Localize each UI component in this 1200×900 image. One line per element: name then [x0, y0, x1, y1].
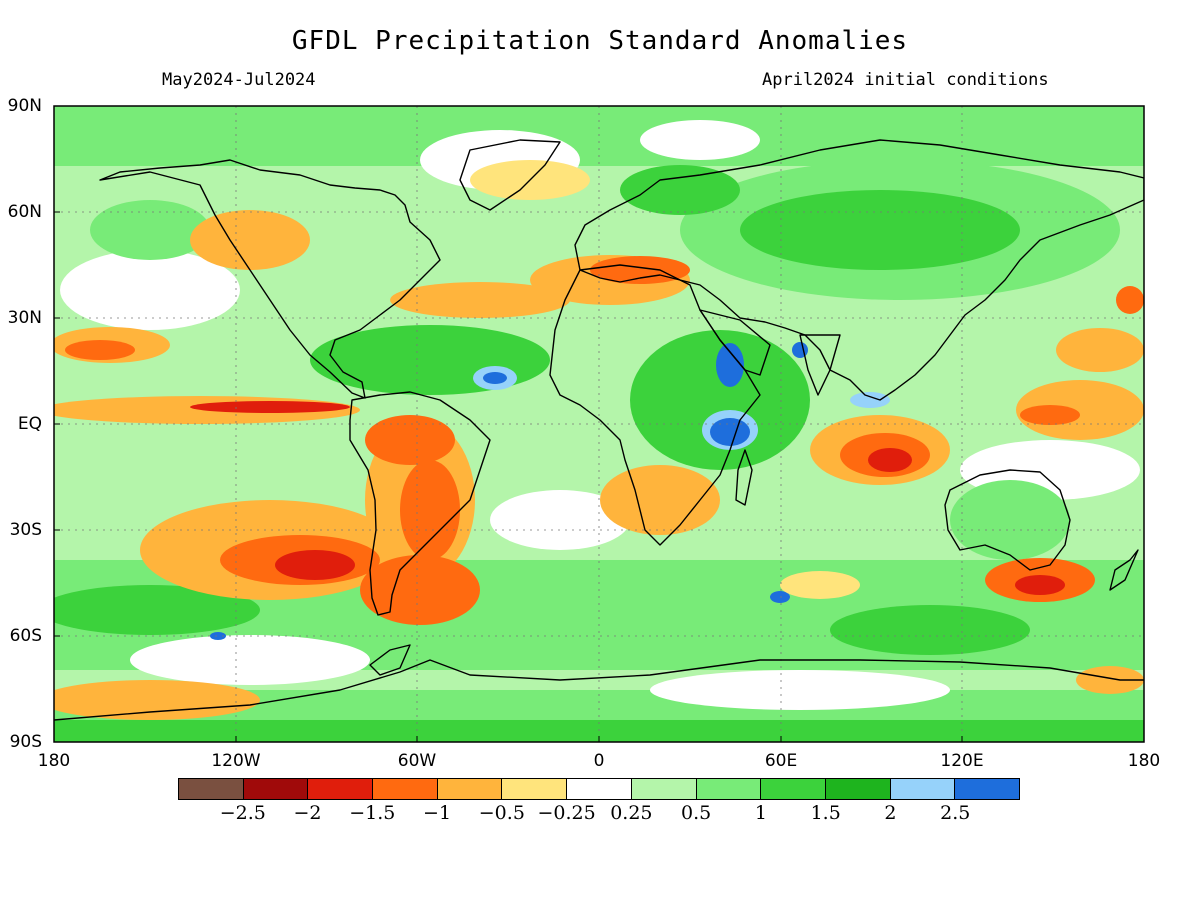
- dry-region: [600, 465, 720, 535]
- dry-region: [54, 680, 260, 720]
- legend-swatch: [631, 779, 697, 799]
- blue-spot: [710, 418, 750, 446]
- legend-swatch: [373, 779, 438, 799]
- dry-region: [365, 415, 455, 465]
- dry-region: [1020, 405, 1080, 425]
- coast-india: [799, 334, 841, 396]
- lat-label-90n: 90N: [7, 96, 42, 116]
- legend-tick-label: 2: [884, 802, 897, 824]
- white-patch: [650, 670, 950, 710]
- blue-spot: [716, 343, 744, 387]
- dry-region: [1015, 575, 1065, 595]
- blue-spot: [210, 632, 226, 640]
- anomaly-field: [54, 106, 1144, 742]
- white-patch: [490, 490, 630, 550]
- dry-region: [190, 210, 310, 270]
- dry-region: [1076, 666, 1144, 694]
- antarctic-edge: [54, 720, 1144, 742]
- coast-madagascar: [735, 449, 753, 506]
- green-region: [54, 585, 260, 635]
- green-region: [740, 190, 1020, 270]
- lon-label-180e: 180: [1127, 751, 1161, 771]
- dry-region: [868, 448, 912, 472]
- green-region: [630, 330, 810, 470]
- forecast-period: May2024-Jul2024: [162, 70, 316, 90]
- white-patch: [640, 120, 760, 160]
- legend-swatch: [567, 779, 632, 799]
- green-region: [90, 200, 210, 260]
- dry-region: [1016, 380, 1144, 440]
- dry-region: [400, 460, 460, 560]
- green-region: [830, 605, 1030, 655]
- white-patch: [60, 250, 240, 330]
- legend-swatch: [890, 779, 956, 799]
- lat-label-eq: EQ: [17, 414, 42, 434]
- lat-label-30n: 30N: [7, 308, 42, 328]
- map-title: GFDL Precipitation Standard Anomalies: [291, 26, 909, 56]
- green-region: [950, 480, 1070, 560]
- coast-south-america: [349, 391, 491, 616]
- legend-swatch: [243, 779, 309, 799]
- coast-eurasia: [574, 139, 1144, 401]
- coast-greenland: [459, 139, 561, 211]
- legend-swatch: [502, 779, 568, 799]
- legend-tick-label: 0.5: [681, 802, 712, 824]
- dry-region: [590, 256, 690, 284]
- legend-tick-label: −0.5: [478, 802, 525, 824]
- dry-region: [1116, 286, 1144, 314]
- legend-tick-label: 1: [754, 802, 767, 824]
- lat-label-60n: 60N: [7, 202, 42, 222]
- green-region: [620, 165, 740, 215]
- coast-antarctic-peninsula: [369, 644, 411, 676]
- legend-swatch: [955, 779, 1019, 799]
- grid-lines: [54, 106, 1144, 742]
- blue-spot: [792, 342, 808, 358]
- dry-region: [390, 282, 570, 318]
- dry-region: [275, 550, 355, 580]
- dry-region: [780, 571, 860, 599]
- blue-spot: [770, 591, 790, 603]
- lon-label-60e: 60E: [764, 751, 798, 771]
- blue-spot: [483, 372, 507, 384]
- lon-label-180w: 180: [37, 751, 71, 771]
- legend-swatch: [696, 779, 762, 799]
- blue-spot: [850, 392, 890, 408]
- coast-arabia: [699, 309, 771, 376]
- legend-swatch: [825, 779, 891, 799]
- coastlines: [54, 139, 1144, 721]
- color-legend: [178, 778, 1020, 800]
- legend-tick-label: −1: [423, 802, 452, 824]
- coast-north-america: [99, 159, 441, 399]
- lon-label-60w: 60W: [397, 751, 437, 771]
- legend-tick-label: −1.5: [349, 802, 396, 824]
- coast-australia: [944, 469, 1071, 571]
- lon-label-0: 0: [593, 751, 605, 771]
- coast-new-zealand: [1109, 549, 1139, 591]
- dry-region: [190, 401, 350, 413]
- lat-label-60s: 60S: [9, 626, 42, 646]
- legend-tick-label: −0.25: [537, 802, 596, 824]
- lon-label-120e: 120E: [940, 751, 984, 771]
- legend-tick-label: −2.5: [219, 802, 266, 824]
- legend-tick-label: 2.5: [940, 802, 971, 824]
- initial-conditions: April2024 initial conditions: [762, 70, 1049, 90]
- legend-swatch: [437, 779, 503, 799]
- tick-marks: [54, 211, 963, 742]
- coast-antarctica: [54, 659, 1144, 721]
- legend-swatch: [761, 779, 826, 799]
- dry-region: [65, 340, 135, 360]
- legend-swatch: [308, 779, 374, 799]
- legend-tick-label: 0.25: [610, 802, 653, 824]
- legend-swatch: [179, 779, 244, 799]
- dry-region: [1056, 328, 1144, 372]
- lat-label-90s: 90S: [9, 732, 42, 752]
- white-patch: [130, 635, 370, 685]
- legend-tick-label: 1.5: [810, 802, 841, 824]
- lon-label-120w: 120W: [211, 751, 261, 771]
- legend-tick-label: −2: [293, 802, 322, 824]
- lat-label-30s: 30S: [9, 520, 42, 540]
